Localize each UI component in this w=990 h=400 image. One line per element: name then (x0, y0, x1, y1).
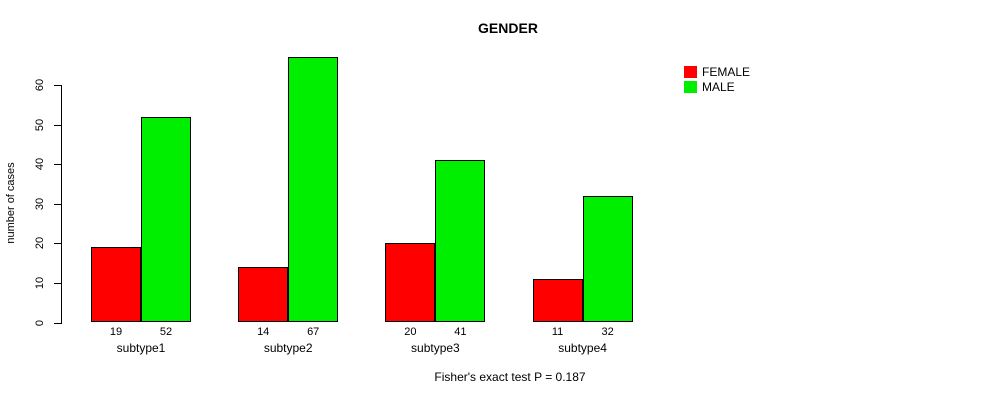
y-tick-mark (54, 243, 61, 245)
y-tick-mark (54, 85, 61, 86)
legend-item-female: FEMALE (684, 65, 750, 79)
y-tick-label: 20 (34, 237, 46, 250)
bar-value-male-subtype1: 52 (159, 326, 173, 338)
y-tick-label: 40 (34, 158, 46, 171)
bar-value-female-subtype3: 20 (404, 326, 417, 338)
y-tick-label: 30 (34, 197, 46, 210)
female-color-swatch (684, 66, 697, 78)
bar-value-male-subtype2: 67 (307, 326, 320, 338)
legend-label-female: FEMALE (702, 65, 751, 79)
fisher-test-caption: Fisher's exact test P = 0.187 (434, 370, 586, 384)
bar-value-female-subtype2: 14 (257, 326, 270, 338)
bar-value-male-subtype4: 32 (601, 326, 614, 338)
y-tick-label: 50 (34, 118, 46, 131)
y-axis-label: number of cases (5, 162, 17, 244)
bar-female-subtype1 (91, 247, 141, 323)
bar-female-subtype2 (238, 267, 289, 323)
legend-label-male: MALE (702, 80, 735, 94)
bar-value-female-subtype1: 19 (109, 326, 123, 338)
legend-item-male: MALE (684, 80, 750, 94)
category-label-subtype4: subtype4 (558, 341, 607, 355)
y-tick-mark (54, 124, 61, 126)
category-label-subtype3: subtype3 (411, 341, 460, 355)
bar-male-subtype4 (582, 195, 633, 323)
male-color-swatch (684, 81, 697, 93)
y-axis-line (61, 85, 62, 324)
bar-male-subtype2 (288, 57, 339, 323)
bar-value-male-subtype3: 41 (454, 326, 467, 338)
y-tick-label: 60 (34, 78, 46, 92)
chart-legend: FEMALE MALE (684, 65, 750, 95)
bar-male-subtype1 (141, 116, 191, 323)
bar-female-subtype3 (385, 243, 436, 323)
y-tick-label: 10 (34, 276, 46, 290)
bar-male-subtype3 (435, 160, 486, 323)
category-label-subtype2: subtype2 (263, 341, 313, 355)
y-tick-mark (54, 282, 61, 284)
y-tick-mark (54, 164, 61, 166)
category-label-subtype1: subtype1 (116, 341, 166, 355)
y-tick-mark (54, 322, 61, 324)
bar-female-subtype4 (532, 278, 583, 323)
y-tick-mark (54, 203, 61, 205)
y-tick-label: 0 (34, 319, 46, 326)
bar-value-female-subtype4: 11 (551, 326, 564, 338)
chart-title: GENDER (478, 20, 538, 36)
